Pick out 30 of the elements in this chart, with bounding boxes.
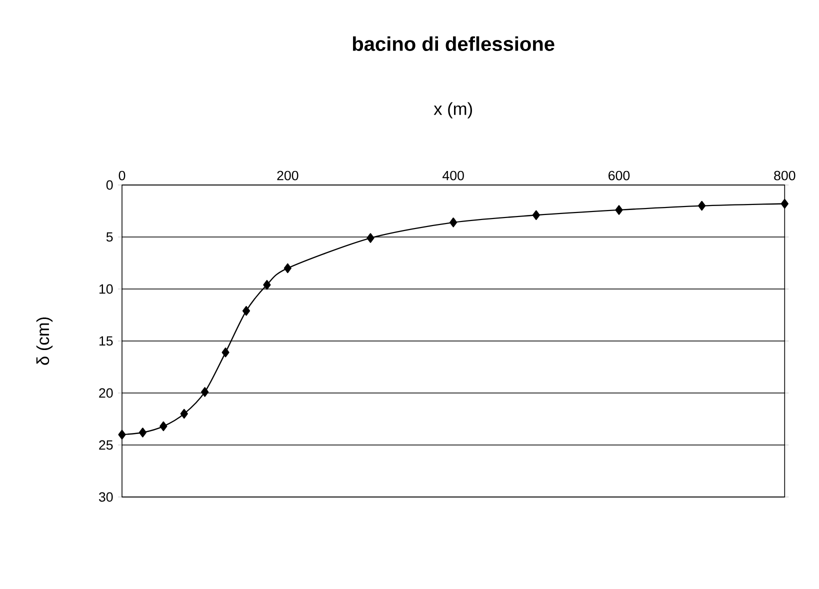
point	[222, 348, 230, 358]
x-tick-label: 800	[774, 170, 796, 180]
point	[201, 387, 209, 397]
point	[450, 218, 458, 228]
x-tick-label: 400	[442, 170, 464, 180]
y-tick-label: 10	[99, 284, 113, 294]
y-tick-label: 20	[99, 388, 113, 398]
point	[615, 205, 623, 215]
point	[263, 280, 271, 290]
point	[780, 198, 788, 209]
point	[138, 428, 147, 438]
point	[366, 233, 374, 243]
y-axis-title: δ (cm)	[36, 318, 53, 365]
point	[118, 430, 126, 440]
chart-title: bacino di deflessione	[352, 36, 554, 51]
point	[284, 263, 292, 274]
x-axis-title: x (m)	[434, 102, 472, 118]
x-tick-label: 600	[608, 170, 630, 180]
point	[532, 210, 540, 220]
x-tick-label: 0	[118, 170, 126, 180]
y-tick-label: 5	[106, 232, 113, 242]
y-tick-label: 15	[99, 336, 113, 346]
point	[698, 200, 706, 211]
point	[242, 306, 250, 316]
x-tick-label: 200	[277, 170, 298, 180]
y-tick-label: 30	[98, 492, 113, 502]
y-tick-label: 0	[106, 180, 113, 190]
y-tick-label: 25	[99, 440, 113, 450]
point	[180, 408, 188, 419]
point	[160, 421, 168, 432]
